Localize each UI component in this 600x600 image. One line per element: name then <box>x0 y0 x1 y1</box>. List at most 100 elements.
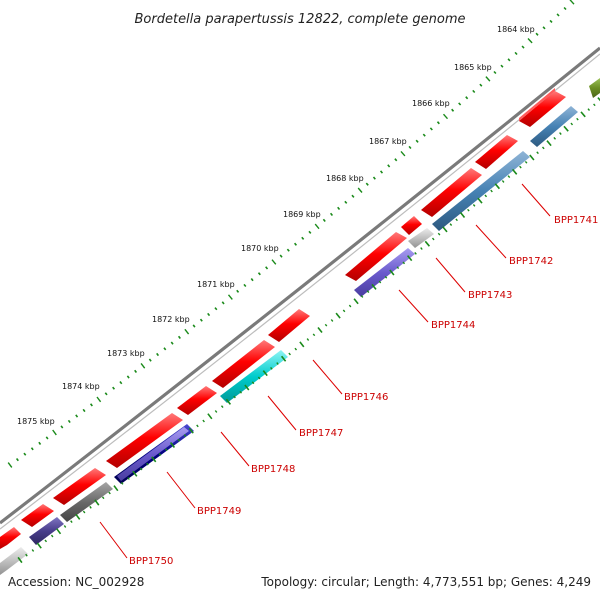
gene-label-bpp1748[interactable]: BPP1748 <box>251 464 295 475</box>
ruler-tick <box>422 133 426 137</box>
ruler-tick <box>519 165 522 169</box>
ruler-tick <box>262 370 268 377</box>
kbp-label: 1872 kbp <box>152 315 190 324</box>
ruler-tick <box>119 381 123 385</box>
gene-feature[interactable] <box>29 517 64 545</box>
gene-label-bpp1747[interactable]: BPP1747 <box>299 428 343 439</box>
ruler-tick <box>322 218 326 223</box>
ruler-tick <box>243 283 247 288</box>
ruler-tick <box>485 76 491 82</box>
ruler-tick <box>521 45 525 49</box>
ruler-tick <box>559 132 562 135</box>
ruler-tick <box>184 328 190 335</box>
gene-label-bpp1749[interactable]: BPP1749 <box>197 506 241 517</box>
gene-feature[interactable] <box>0 547 28 575</box>
ruler-tick <box>597 97 600 102</box>
gene-feature[interactable] <box>475 135 518 169</box>
gene-feature[interactable] <box>177 386 217 415</box>
ruler-tick <box>546 140 552 147</box>
gene-feature[interactable] <box>212 340 275 388</box>
gene-feature[interactable] <box>220 350 288 403</box>
ruler-tick <box>494 183 501 190</box>
ruler-tick <box>514 51 518 56</box>
ruler-tick <box>424 240 431 247</box>
ruler-tick <box>104 392 108 396</box>
ruler-tick <box>276 362 279 365</box>
gene-feature[interactable] <box>60 482 113 522</box>
gene-feature[interactable] <box>114 424 194 484</box>
ruler-tick <box>490 189 493 193</box>
ruler-tick <box>351 194 355 198</box>
ruler-tick <box>394 158 398 162</box>
gene-label-bpp1743[interactable]: BPP1743 <box>468 290 512 301</box>
ruler-tick <box>400 150 406 157</box>
gene-label-bpp1742[interactable]: BPP1742 <box>509 256 553 267</box>
ruler-tick <box>324 323 328 327</box>
ruler-tick <box>365 182 369 186</box>
ruler-tick <box>233 395 236 399</box>
ruler-tick <box>101 496 105 500</box>
ruler-tick <box>396 266 400 270</box>
gene-feature[interactable] <box>0 527 21 549</box>
gene-label-bpp1750[interactable]: BPP1750 <box>129 556 173 567</box>
ruler-tick <box>45 436 49 440</box>
ruler-tick <box>442 113 449 120</box>
gene-feature[interactable] <box>589 78 600 98</box>
gene-feature[interactable] <box>345 232 407 281</box>
genome-summary-text: Topology: circular; Length: 4,773,551 bp… <box>260 575 591 589</box>
ruler-tick <box>15 458 19 462</box>
ruler-tick <box>299 341 305 348</box>
kbp-label: 1864 kbp <box>497 25 535 34</box>
ruler-tick <box>177 335 181 339</box>
ruler-tick <box>44 539 48 543</box>
gene-label-bpp1746[interactable]: BPP1746 <box>344 392 388 403</box>
ruler-tick <box>38 441 42 445</box>
ruler-tick <box>329 212 334 217</box>
ruler-tick <box>549 19 553 23</box>
ruler-tick <box>214 307 218 311</box>
ruler-tick <box>314 223 320 230</box>
gene-label-bpp1744[interactable]: BPP1744 <box>431 320 475 331</box>
ruler-tick <box>31 549 35 552</box>
ruler-tick <box>312 333 316 337</box>
ruler-tick <box>146 462 149 466</box>
genome-backbone <box>0 46 600 530</box>
ruler-tick <box>56 528 62 535</box>
gene-feature[interactable] <box>354 248 415 297</box>
ruler-tick <box>151 456 157 463</box>
ruler-tick <box>25 553 28 557</box>
ruler-tick <box>220 405 224 409</box>
gene-feature[interactable] <box>421 168 482 217</box>
ruler-tick <box>570 122 574 126</box>
ruler-tick <box>379 170 384 174</box>
gene-feature[interactable] <box>519 88 566 127</box>
ruler-tick <box>556 13 560 17</box>
gene-feature[interactable] <box>53 468 106 505</box>
gene-feature[interactable] <box>530 106 578 147</box>
ruler-tick <box>214 410 218 413</box>
gene-feature[interactable] <box>21 504 54 527</box>
kbp-label: 1869 kbp <box>283 210 321 219</box>
ruler-tick <box>402 261 406 265</box>
ruler-tick <box>23 452 27 456</box>
gene-label-bpp1741[interactable]: BPP1741 <box>554 215 598 226</box>
ruler-tick <box>50 534 54 538</box>
ruler-tick <box>169 442 176 448</box>
ruler-tick <box>108 491 111 495</box>
gene-feature[interactable] <box>408 228 434 248</box>
gene-labels: BPP1741 BPP1742 BPP1743 BPP1744 BPP1746 … <box>129 215 598 567</box>
ruler-tick <box>221 301 225 305</box>
gene-feature[interactable] <box>106 413 183 468</box>
ruler-tick <box>348 304 352 308</box>
ruler-tick <box>280 355 287 362</box>
gene-feature[interactable] <box>268 309 310 342</box>
gene-feature[interactable] <box>401 216 422 235</box>
ruler-tick <box>134 369 138 373</box>
gene-feature[interactable] <box>432 151 530 231</box>
ruler-tick <box>30 447 34 451</box>
ruler-tick <box>500 64 504 68</box>
ruler-tick <box>63 525 67 528</box>
ruler-tick <box>126 375 130 379</box>
ruler-tick <box>493 70 497 75</box>
